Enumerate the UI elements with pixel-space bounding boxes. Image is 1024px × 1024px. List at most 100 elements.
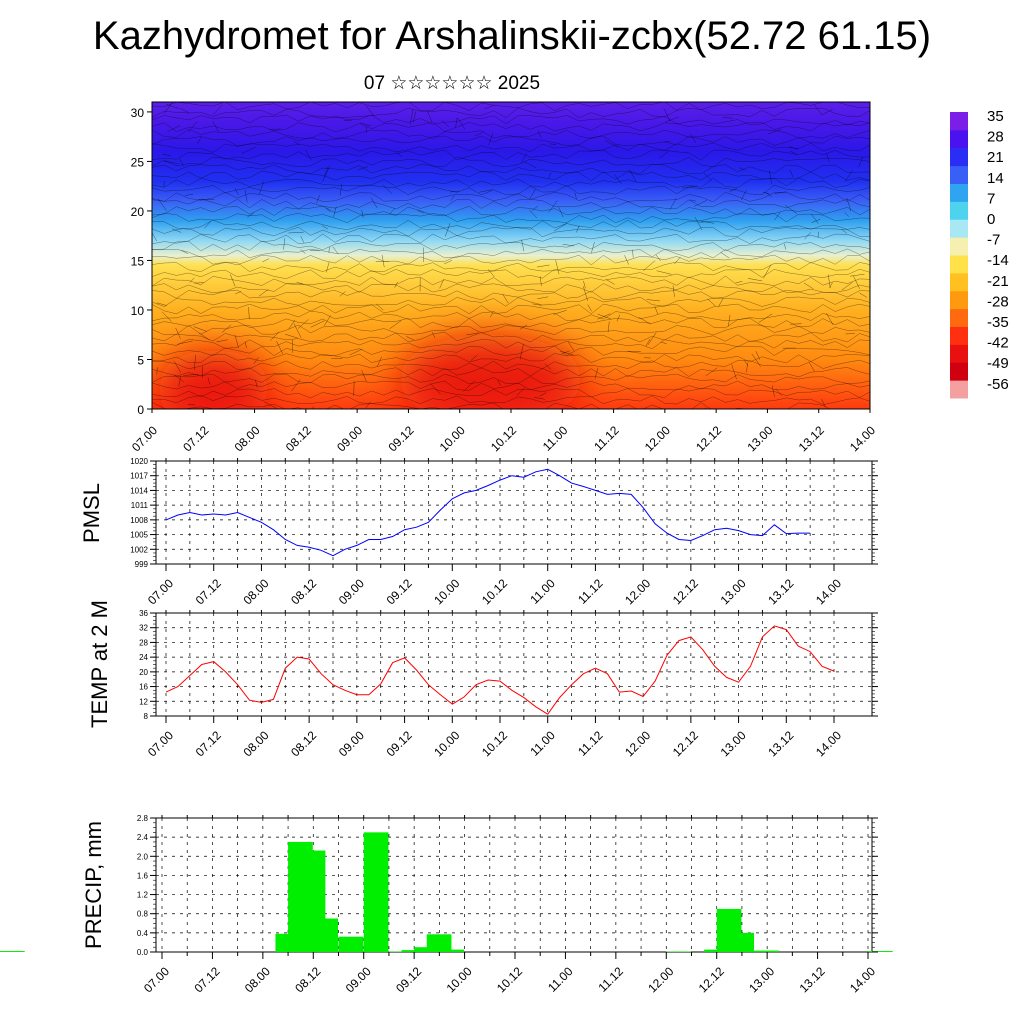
wind-barb [560,350,574,356]
wind-barb [323,315,331,326]
precip-bar [439,949,465,952]
wind-barb [521,239,525,252]
wind-barb [728,314,731,327]
wind-barb [439,278,445,289]
x-tick-label: 11.12 [595,964,626,995]
x-tick-label: 09.00 [334,423,365,454]
wind-barb [656,270,672,275]
x-tick-label: 07.12 [180,423,211,454]
streamline [152,402,831,409]
wind-barb [693,200,707,207]
wind-barb [221,324,232,333]
colorbar-label: -28 [987,293,1009,310]
streamline [152,367,870,378]
wind-barb [163,160,179,165]
wind-barb [561,350,570,355]
wind-barb [288,319,296,330]
chart-subtitle: 07 ☆☆☆☆☆☆ 2025 [363,73,541,94]
wind-barb [258,181,264,195]
x-tick-label: 10.00 [431,576,462,607]
y-tick-label: 24 [139,653,148,662]
x-tick-label: 08.00 [242,964,273,995]
wind-barb [849,273,865,277]
x-tick-label: 09.00 [336,728,367,759]
wind-barb [707,298,716,307]
y-tick-label: 999 [135,560,149,569]
streamline [152,129,870,139]
wind-barb [412,111,417,123]
precip-bar [414,947,439,952]
wind-barb [594,367,599,379]
wind-barb [365,126,367,134]
wind-barb [758,313,773,323]
wind-barb [583,280,586,289]
x-tick-label: 13.00 [746,964,777,995]
wind-barb [568,341,575,351]
streamline [152,177,870,188]
x-tick-label: 08.12 [283,423,314,454]
precip-bar [426,934,452,952]
wind-barb [659,150,670,159]
wind-barb [463,380,476,392]
wind-barb [216,339,228,343]
wind-barb [700,220,715,224]
wind-barb [455,117,458,129]
streamline [152,219,870,231]
x-tick-label: 13.12 [796,423,827,454]
wind-barb [255,379,258,388]
wind-barb [803,282,814,289]
wind-barb [804,232,811,240]
pmsl-x-axis: 07.00 07.12 08.00 08.12 09.00 09.12 10.00 10.12… [145,458,844,607]
streamline [152,170,870,181]
wind-barb [241,146,256,154]
x-tick-label: 12.00 [642,423,673,454]
wind-barb [531,205,539,211]
wind-barb [444,223,451,237]
wind-barb [300,236,305,243]
wind-barb [722,117,733,119]
precip-bar [868,951,893,952]
wind-barb [826,312,834,326]
pmsl-series [165,468,811,557]
wind-barb [762,192,770,194]
colorbar-label: -21 [987,273,1009,290]
wind-barb [853,275,860,289]
wind-barb [604,140,619,148]
x-tick-label: 07.12 [193,728,224,759]
wind-barb [694,216,703,230]
wind-barb [775,388,783,396]
wind-barb [167,125,181,132]
wind-barb [444,260,453,265]
y-tick-label: 1002 [130,545,148,554]
wind-barb [321,225,328,230]
streamline [152,317,870,329]
wind-barb [774,212,781,221]
streamline [152,102,870,112]
streamline [152,240,870,252]
wind-barb [576,225,580,233]
streamline [152,205,870,217]
colorbar-swatch [950,237,968,256]
wind-barb [690,134,697,144]
wind-barb [297,319,309,329]
colorbar-label: 0 [987,211,995,228]
wind-barb [811,218,821,223]
wind-barb [553,310,567,315]
pmsl-y-label: PMSL [79,483,104,543]
wind-barb [516,387,525,396]
colorbar-label: 35 [987,108,1004,125]
wind-barb [533,397,545,400]
wind-barb [647,332,657,345]
colorbar-swatch [950,129,968,149]
wind-barb [156,302,168,306]
y-tick-label: 2.4 [137,833,149,842]
wind-barb [396,152,403,157]
colorbar-label: -42 [987,335,1009,352]
wind-barb [720,252,730,259]
colorbar-label: 14 [987,170,1004,187]
y-tick-label: 30 [131,106,145,120]
wind-barb [718,298,724,307]
temp-x-axis: 07.00 07.12 08.00 08.12 09.00 09.12 10.00 10.12… [145,610,844,759]
cross-section-y-axis: 0 5 10 15 20 25 30 [131,106,152,417]
y-tick-label: 8 [144,712,149,721]
